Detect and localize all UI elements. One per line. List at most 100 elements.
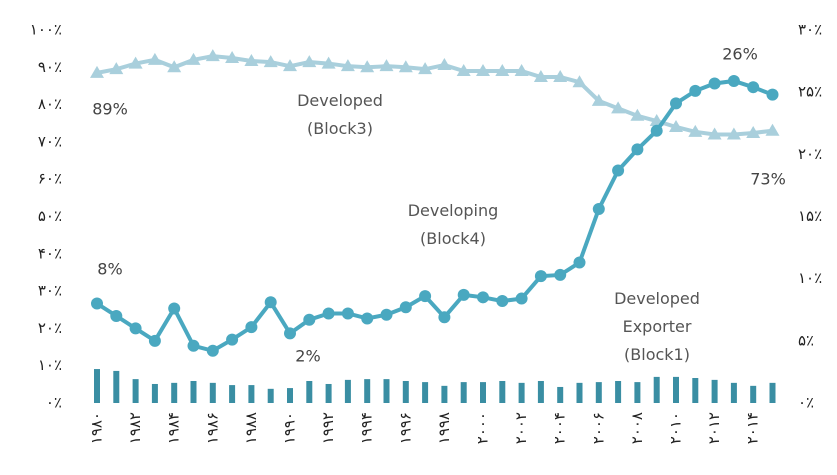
marker [147, 52, 162, 65]
y-tick-label: ۵۰٪ [38, 207, 62, 225]
marker [611, 101, 626, 114]
marker [438, 311, 451, 324]
bar [344, 379, 351, 403]
marker [128, 56, 143, 69]
marker [283, 59, 297, 72]
marker [515, 292, 528, 305]
x-tick-label: ۱۹۹۰ [281, 412, 299, 444]
bar [537, 380, 544, 403]
annotation: 8% [97, 260, 122, 279]
y-tick-label: ۴۰٪ [38, 244, 62, 262]
marker [477, 291, 489, 304]
marker [110, 309, 123, 322]
bar [364, 379, 371, 403]
bar [229, 385, 236, 403]
marker [630, 108, 645, 121]
y-tick-label: ۸۰٪ [38, 95, 62, 113]
y-tick-label: ۳۰٪ [38, 282, 62, 300]
x-tick-label: ۱۹۹۸ [435, 412, 453, 444]
marker [302, 55, 317, 68]
bar [518, 382, 525, 403]
marker [380, 308, 393, 321]
x-tick-label: ۲۰۱۰ [667, 412, 685, 444]
bar [557, 386, 564, 403]
y-tick-label: ۹۰٪ [38, 58, 62, 76]
bar [460, 382, 467, 403]
x-tick-label: ۱۹۸۴ [165, 412, 183, 444]
y-tick-label: ۶۰٪ [38, 170, 62, 188]
y2-tick-label: ۲۰٪ [798, 145, 822, 163]
x-tick-label: ۱۹۸۰ [88, 412, 106, 444]
marker [708, 77, 721, 90]
marker [186, 52, 201, 65]
marker [437, 58, 452, 71]
bar [441, 385, 448, 403]
marker [244, 53, 259, 66]
y-tick-label: ۱۰۰٪ [30, 21, 62, 39]
bar [94, 369, 100, 403]
bar [615, 380, 622, 403]
marker [457, 288, 470, 301]
annotation: 26% [722, 45, 758, 64]
marker [225, 50, 240, 63]
bar [287, 388, 293, 403]
bar [171, 382, 178, 403]
marker [650, 124, 663, 137]
bar [673, 376, 679, 403]
x-tick-label: ۲۰۰۸ [628, 412, 646, 444]
bar [595, 382, 602, 403]
series-label: Developed (Block3) [297, 91, 383, 138]
series-label: Developed Exporter (Block1) [614, 289, 700, 364]
annotation: 2% [295, 347, 320, 366]
x-tick-label: ۲۰۰۲ [512, 412, 530, 444]
bar [306, 380, 313, 403]
marker [476, 64, 490, 77]
marker [340, 59, 355, 72]
marker [533, 69, 548, 82]
marker [187, 339, 200, 352]
marker [707, 127, 722, 140]
y2-tick-label: ۳۰٪ [798, 21, 822, 39]
marker [612, 164, 625, 177]
bar [325, 383, 332, 403]
annotation: 73% [750, 170, 786, 189]
series-line [96, 54, 773, 137]
marker [726, 127, 741, 140]
marker [206, 344, 219, 357]
marker [341, 307, 354, 320]
x-tick-label: ۲۰۰۶ [589, 412, 607, 444]
bar [576, 382, 583, 403]
marker [592, 203, 605, 216]
bar [383, 379, 390, 403]
marker [573, 256, 586, 269]
marker [670, 97, 682, 110]
bar [750, 385, 757, 403]
annotation: 89% [92, 100, 128, 119]
marker [554, 268, 567, 281]
y-tick-label: ۰٪ [46, 394, 62, 412]
marker [496, 295, 509, 308]
y2-tick-label: ۲۵٪ [798, 83, 822, 101]
bar [692, 378, 699, 403]
x-tick-label: ۱۹۹۲ [319, 412, 337, 444]
marker [109, 62, 124, 75]
y-tick-label: ۲۰٪ [38, 319, 62, 337]
marker [226, 333, 239, 346]
marker [303, 313, 316, 326]
marker [379, 59, 394, 72]
marker [534, 270, 547, 283]
y-tick-label: ۱۰٪ [38, 356, 62, 374]
marker [688, 124, 703, 137]
marker [361, 312, 374, 325]
bar [267, 388, 274, 403]
marker [263, 55, 278, 68]
marker [418, 62, 433, 75]
marker [148, 334, 161, 347]
bar [190, 380, 197, 403]
x-tick-label: ۲۰۰۰ [474, 412, 492, 444]
bar [499, 380, 506, 403]
marker [495, 64, 510, 77]
bar [422, 382, 429, 403]
